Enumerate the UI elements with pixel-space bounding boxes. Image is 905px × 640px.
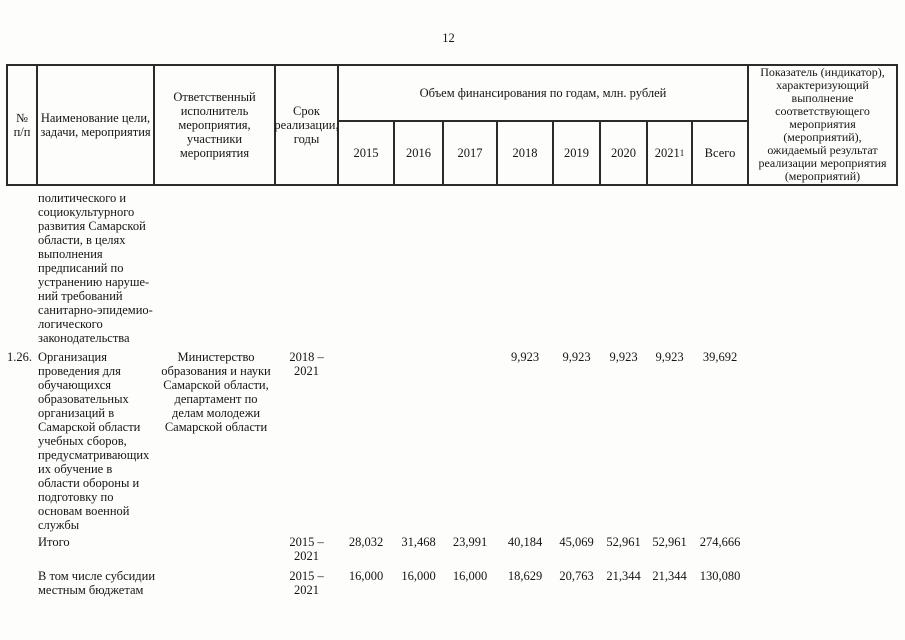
row126-value-2019: 9,923	[562, 350, 591, 364]
year-divider-2021	[691, 120, 693, 186]
header-name: Наименование цели, задачи, мероприятия	[40, 110, 151, 139]
row126-value-2020: 9,923	[609, 350, 638, 364]
header-term: Срок реализации, годы	[274, 103, 339, 146]
finance-band-divider	[337, 120, 749, 122]
col-divider-executor	[274, 64, 276, 186]
total-value-2020: 52,961	[606, 535, 641, 549]
header-year-2019: 2019	[564, 145, 589, 160]
year-divider-2019	[599, 120, 601, 186]
year-divider-2018	[552, 120, 554, 186]
row126-term: 2018 – 2021	[289, 350, 324, 378]
header-year-2018: 2018	[512, 145, 538, 160]
table-left-border	[6, 64, 8, 186]
total-value-2018: 40,184	[507, 535, 543, 549]
subsidy-value-2020: 21,344	[606, 569, 641, 583]
col-divider-total	[747, 64, 749, 186]
table-right-border	[896, 64, 898, 186]
subsidy-value-2015: 16,000	[348, 569, 384, 583]
total-value-2017: 23,991	[452, 535, 488, 549]
year-divider-2017	[496, 120, 498, 186]
subsidy-row-term: 2015 – 2021	[289, 569, 324, 597]
header-year-2020: 2020	[611, 145, 636, 160]
page-number: 12	[442, 31, 455, 45]
col-divider-num	[36, 64, 38, 186]
header-num: № п/п	[13, 110, 31, 139]
col-divider-term	[337, 64, 339, 186]
row126-name: Организация проведения для обучающихся о…	[38, 350, 150, 532]
row126-value-total: 39,692	[702, 350, 738, 364]
total-row-label: Итого	[38, 535, 70, 549]
row126-value-2021: 9,923	[655, 350, 684, 364]
total-value-2021: 52,961	[652, 535, 687, 549]
subsidy-value-total: 130,080	[699, 569, 741, 583]
year-divider-2015	[393, 120, 395, 186]
header-executor: Ответственный исполнитель мероприятия, у…	[173, 89, 256, 160]
total-value-2016: 31,468	[401, 535, 436, 549]
header-year-2015: 2015	[353, 145, 379, 160]
subsidy-value-2019: 20,763	[559, 569, 594, 583]
year-divider-2016	[442, 120, 444, 186]
total-value-2015: 28,032	[348, 535, 384, 549]
subsidy-value-2017: 16,000	[452, 569, 488, 583]
row126-value-2018: 9,923	[510, 350, 540, 364]
continuation-text: политического и социокультурного развити…	[38, 191, 153, 345]
header-total: Всего	[704, 145, 736, 160]
table-top-border	[6, 64, 898, 66]
subsidy-value-2018: 18,629	[507, 569, 543, 583]
col-divider-name	[153, 64, 155, 186]
header-bottom-border	[6, 184, 898, 186]
subsidy-row-label: В том числе субсидии местным бюджетам	[38, 569, 156, 597]
total-value-2019: 45,069	[559, 535, 594, 549]
subsidy-value-2021: 21,344	[652, 569, 687, 583]
subsidy-value-2016: 16,000	[401, 569, 436, 583]
header-year-2016: 2016	[406, 145, 431, 160]
header-finance-title: Объем финансирования по годам, млн. рубл…	[419, 85, 667, 100]
year-2021-label: 2021	[654, 145, 680, 160]
header-indicator: Показатель (индикатор), характеризующий …	[758, 65, 887, 183]
total-row-term: 2015 – 2021	[289, 535, 324, 563]
header-year-2021: 2021 1	[654, 145, 685, 160]
header-year-2017: 2017	[457, 145, 483, 160]
total-value-total: 274,666	[699, 535, 741, 549]
year-divider-2020	[646, 120, 648, 186]
row126-num: 1.26.	[7, 350, 32, 364]
row126-executor: Министерство образования и науки Самарск…	[161, 350, 271, 434]
